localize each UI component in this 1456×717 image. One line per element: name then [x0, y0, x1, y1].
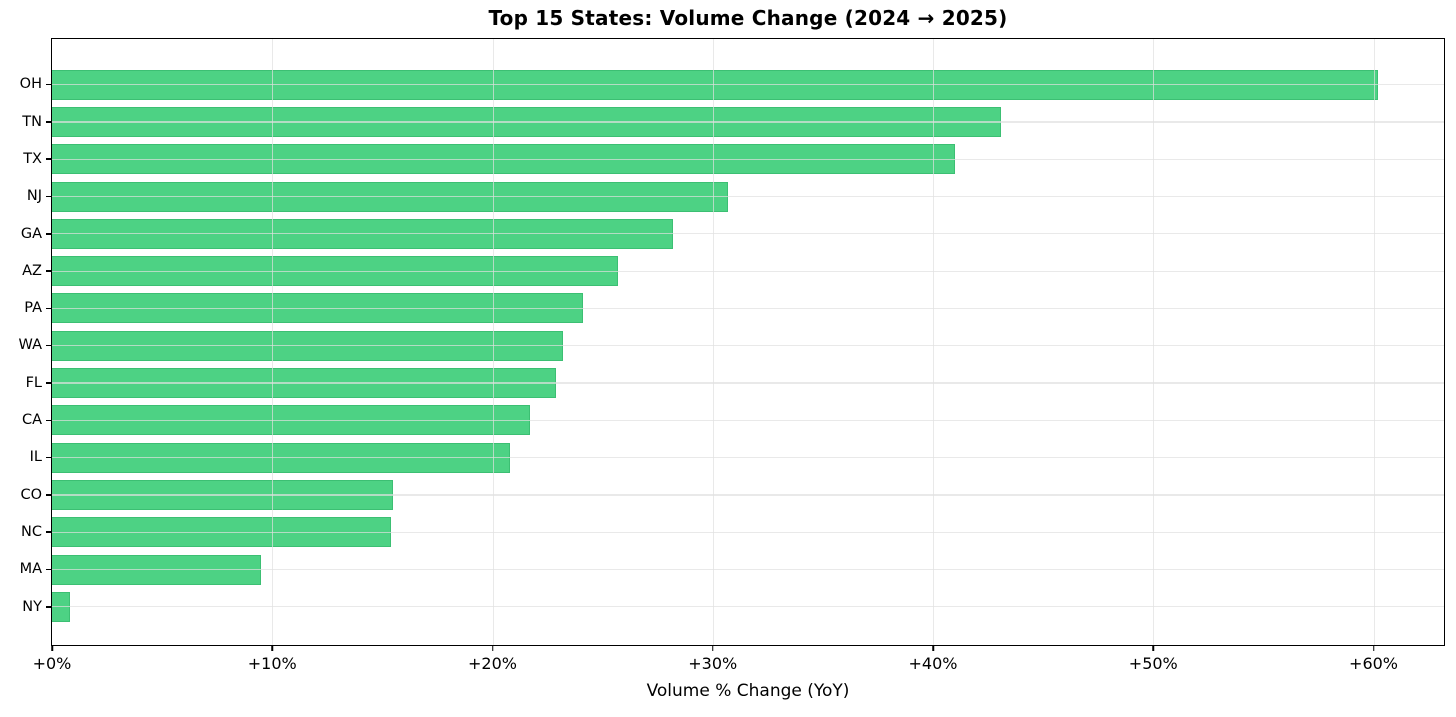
x-tick-label: +40%	[908, 654, 958, 673]
bar-row: NC	[21, 514, 1444, 551]
y-tick-label: NC	[21, 523, 42, 540]
bar-az	[52, 256, 619, 287]
y-tick-mark	[46, 456, 51, 459]
y-tick-label: AZ	[22, 262, 42, 279]
y-tick-mark	[46, 382, 51, 384]
x-axis-label: Volume % Change (YoY)	[646, 681, 850, 701]
bar-row: IL	[30, 439, 1444, 476]
bar-ca	[52, 405, 530, 436]
x-tick-mark	[51, 646, 53, 651]
x-tick-label: +10%	[247, 654, 297, 673]
y-tick-label: IL	[29, 449, 42, 466]
y-tick-mark	[46, 158, 51, 160]
y-tick-mark	[46, 344, 51, 347]
bar-row: PA	[24, 290, 1444, 327]
bar-ny	[52, 591, 70, 622]
y-tick-mark	[46, 121, 51, 123]
y-tick-mark	[46, 531, 51, 533]
bar-row: CO	[20, 476, 1444, 513]
bar-row: NY	[22, 588, 1444, 625]
x-tick-mark	[932, 646, 934, 651]
bar-pa	[52, 293, 583, 324]
y-tick-mark	[46, 568, 51, 571]
y-tick-label: CA	[21, 412, 42, 429]
y-tick-label: WA	[18, 337, 42, 354]
y-tick-mark	[46, 419, 51, 422]
y-tick-label: NJ	[26, 188, 42, 205]
y-tick-label: NY	[22, 598, 42, 615]
bar-oh	[52, 69, 1378, 100]
bar-wa	[52, 330, 563, 361]
x-tick-mark	[712, 646, 714, 651]
bar-row: TN	[22, 103, 1444, 140]
x-tick-mark	[271, 646, 273, 651]
bar-row: MA	[20, 551, 1444, 588]
bar-il	[52, 442, 511, 473]
y-tick-label: OH	[19, 76, 42, 93]
bar-row: OH	[20, 66, 1444, 103]
bar-row: TX	[23, 141, 1444, 178]
y-tick-mark	[46, 195, 51, 198]
bar-row: WA	[19, 327, 1444, 364]
x-tick-label: +60%	[1349, 654, 1398, 673]
x-tick-label: +20%	[468, 654, 517, 673]
y-tick-label: CO	[20, 486, 42, 503]
bar-ga	[52, 218, 674, 249]
x-tick-label: +50%	[1128, 654, 1178, 673]
x-tick-mark	[1152, 646, 1155, 651]
bar-row: GA	[21, 215, 1444, 252]
y-tick-mark	[46, 83, 51, 86]
bar-fl	[52, 368, 557, 399]
bar-row: CA	[22, 402, 1444, 439]
bar-row: AZ	[22, 252, 1444, 289]
y-tick-mark	[46, 233, 51, 235]
bar-row: NJ	[27, 178, 1444, 215]
bar-nc	[52, 517, 392, 548]
y-tick-mark	[46, 307, 51, 310]
chart-title: Top 15 States: Volume Change (2024 → 202…	[488, 6, 1008, 30]
y-tick-mark	[46, 494, 51, 496]
y-gridline	[52, 606, 1444, 608]
y-tick-label: PA	[24, 300, 42, 317]
y-tick-mark	[46, 606, 51, 608]
y-tick-label: MA	[19, 561, 42, 578]
bar-nj	[52, 181, 729, 212]
bar-ma	[52, 554, 262, 585]
x-tick-mark	[491, 646, 494, 651]
x-tick-mark	[1372, 646, 1375, 651]
bar-tx	[52, 144, 956, 175]
x-tick-label: +0%	[32, 654, 72, 673]
plot-area: OH TN TX NJ GA AZ PA WA FL CA IL CO NC MA NY +0% +10% +2…	[19, 38, 1445, 673]
y-tick-label: FL	[25, 374, 42, 391]
bar-rows-container: OH TN TX NJ GA AZ PA WA FL CA IL CO NC MA NY	[19, 39, 1444, 645]
bar-tn	[52, 106, 1002, 137]
bar-co	[52, 479, 394, 510]
x-tick-label: +30%	[688, 654, 738, 673]
y-tick-label: TN	[22, 113, 42, 130]
y-tick-mark	[46, 270, 51, 272]
y-tick-label: TX	[23, 150, 42, 167]
bar-row: FL	[26, 364, 1444, 401]
y-tick-label: GA	[20, 225, 42, 242]
